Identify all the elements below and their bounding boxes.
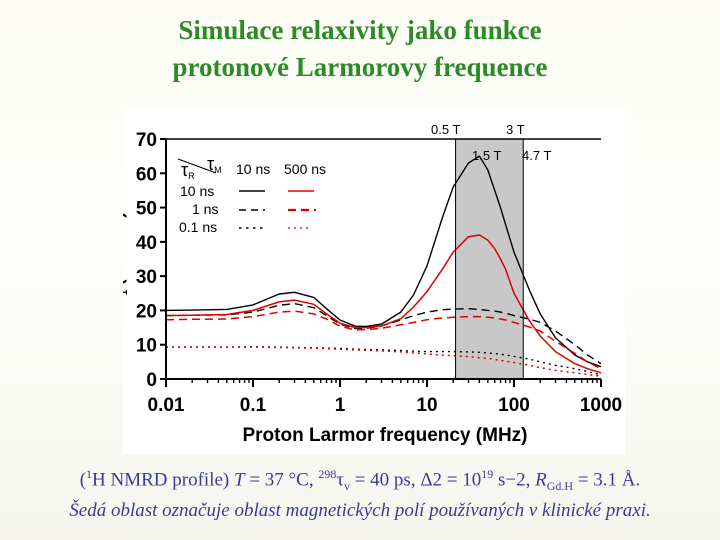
chart-panel: 0 10 20 30 40 50 60 70 0.01 0.1 1 10 100 1000 0.5 T 3… [108, 107, 625, 454]
legend-diagonal [177, 158, 217, 174]
svg-text:τR: τR [181, 160, 195, 181]
curve-black-dashed [165, 302, 602, 365]
curve-red-dotted [166, 346, 602, 378]
legend-tauR-sub: R [188, 171, 195, 181]
y-tick-label: 70 [136, 130, 157, 151]
y-tick-label: 20 [136, 301, 157, 322]
field-marker-1-5T: 1.5 T [472, 148, 501, 163]
legend-col-header-10ns: 10 ns [236, 161, 270, 177]
svg-text:τM: τM [207, 154, 222, 175]
y-tick-label: 50 [136, 199, 157, 220]
y-tick-label: 40 [136, 233, 157, 254]
legend-row-label-0-1ns: 0.1 ns [179, 219, 217, 235]
legend-tauM-symbol: τ [207, 154, 214, 174]
field-marker-0-5T: 0.5 T [431, 122, 460, 137]
field-marker-3T: 3 T [506, 122, 525, 137]
x-tick-label: 1 [335, 395, 346, 416]
x-tick-label: 1000 [580, 395, 622, 416]
x-tick-label: 0.1 [240, 395, 267, 416]
y-tick-label: 0 [146, 370, 157, 391]
slide-title-line1: Simulace relaxivity jako funkce [178, 15, 542, 45]
legend-tauM-sub: M [214, 165, 222, 175]
x-tick-label: 100 [498, 395, 530, 416]
caption-shaded-region-note: Šedá oblast označuje oblast magnetických… [69, 500, 651, 521]
curve-red-solid [165, 234, 602, 374]
legend-col-header-500ns: 500 ns [284, 161, 326, 177]
y-tick-label: 10 [136, 336, 157, 357]
slide-title-line2: protonové Larmorovy frequence [172, 52, 548, 82]
x-axis-title: Proton Larmor frequency (MHz) [242, 425, 527, 446]
curve-black-solid [165, 155, 602, 368]
y-tick-label: 60 [136, 164, 157, 185]
x-tick-label: 10 [416, 395, 437, 416]
caption-conditions: (1H NMRD profile) T = 37 °C, 298τv = 40 … [79, 467, 641, 494]
legend-row-label-1ns: 1 ns [192, 201, 218, 217]
x-tick-label: 0.01 [148, 395, 185, 416]
legend-tauR-symbol: τ [181, 160, 188, 180]
y-tick-label: 30 [136, 267, 157, 288]
clinical-field-shaded-region [455, 139, 524, 379]
field-marker-4-7T: 4.7 T [522, 148, 551, 163]
legend-row-label-10ns: 10 ns [180, 183, 214, 199]
nmrd-chart: 0 10 20 30 40 50 60 70 0.01 0.1 1 10 100 1000 0.5 T 3… [108, 122, 622, 446]
legend: τR τM 10 ns 500 ns 10 ns 1 ns 0.1 ns [177, 154, 326, 235]
y-axis-title: r1 (s−1mM−1) [123, 212, 130, 302]
curve-red-dashed [165, 310, 602, 370]
